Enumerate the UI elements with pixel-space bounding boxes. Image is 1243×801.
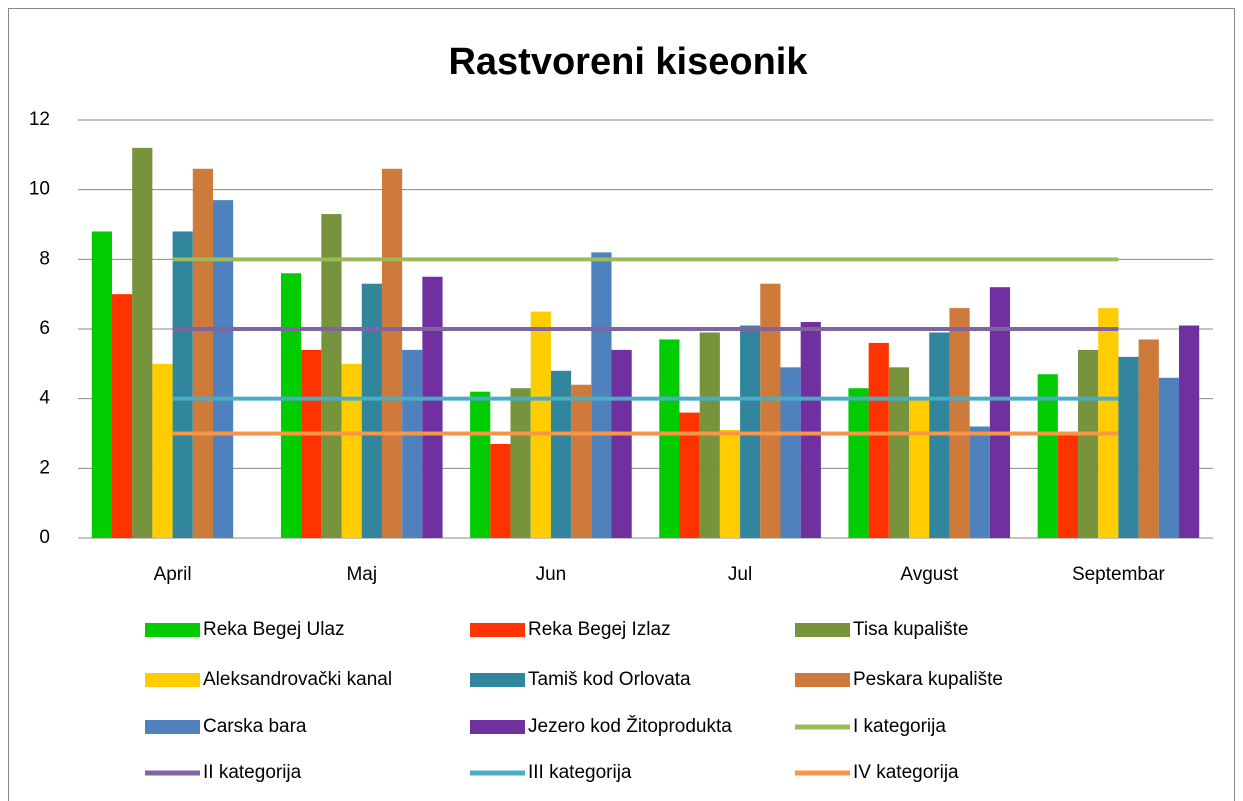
bar — [1098, 308, 1119, 538]
bar — [530, 311, 551, 538]
bar — [361, 283, 382, 538]
legend-label: Peskara kupalište — [853, 669, 1003, 690]
legend-label: II kategorija — [203, 762, 302, 783]
bar — [152, 363, 173, 538]
bar — [91, 231, 112, 538]
bar — [470, 391, 491, 538]
bar — [719, 430, 741, 538]
bar — [510, 388, 531, 538]
bar — [800, 322, 821, 538]
bar — [868, 342, 889, 538]
legend-swatch — [795, 623, 850, 637]
bar — [989, 287, 1011, 538]
bar — [422, 276, 443, 538]
bar — [550, 370, 572, 538]
legend-swatch — [145, 720, 200, 734]
legend-label: Tamiš kod Orlovata — [528, 669, 691, 690]
y-tick-label: 8 — [39, 248, 50, 269]
legend-swatch — [145, 623, 200, 637]
bar — [969, 426, 990, 538]
y-tick-label: 4 — [39, 388, 50, 409]
bar — [679, 412, 700, 538]
bar — [1037, 374, 1058, 538]
x-tick-label: April — [154, 564, 192, 585]
y-tick-label: 10 — [29, 179, 50, 200]
y-tick-label: 2 — [39, 457, 50, 478]
chart-title: Rastvoreni kiseonik — [448, 41, 808, 83]
bar — [381, 168, 403, 538]
bar — [611, 349, 632, 538]
bar — [659, 339, 680, 538]
bar — [848, 388, 869, 538]
legend-label: IV kategorija — [853, 762, 959, 783]
bar — [1118, 356, 1139, 538]
legend-swatch — [145, 673, 200, 687]
x-tick-label: Maj — [346, 564, 377, 585]
bar — [1138, 339, 1159, 538]
bar — [1078, 349, 1099, 538]
bar — [571, 384, 592, 538]
bar — [321, 214, 342, 539]
legend-swatch — [470, 673, 525, 687]
bar — [1057, 433, 1079, 538]
x-tick-label: Avgust — [900, 564, 958, 585]
bar — [888, 367, 910, 538]
bar — [780, 367, 801, 538]
x-tick-label: Septembar — [1072, 564, 1166, 585]
legend-swatch — [470, 623, 525, 637]
bar — [111, 294, 133, 538]
legend-swatch — [795, 673, 850, 687]
x-tick-label: Jul — [728, 564, 752, 585]
bar — [1179, 325, 1200, 538]
bar — [212, 200, 234, 538]
legend-label: I kategorija — [853, 716, 946, 737]
bar — [402, 349, 423, 538]
bar — [301, 349, 322, 538]
legend-label: Reka Begej Ulaz — [203, 619, 345, 640]
bar — [490, 443, 511, 538]
bar — [760, 283, 781, 538]
legend-label: III kategorija — [528, 762, 632, 783]
bar — [172, 231, 193, 538]
legend-swatch — [470, 720, 525, 734]
bar — [132, 147, 153, 538]
x-tick-label: Jun — [536, 564, 567, 585]
legend-label: Carska bara — [203, 716, 307, 737]
y-tick-label: 12 — [29, 109, 50, 130]
y-tick-label: 6 — [39, 318, 50, 339]
bar — [909, 398, 930, 538]
bar — [280, 273, 302, 538]
bar — [341, 363, 362, 538]
bar — [192, 168, 213, 538]
legend-label: Aleksandrovački kanal — [203, 669, 392, 690]
legend-label: Reka Begej Izlaz — [528, 619, 671, 640]
bar — [1158, 377, 1180, 538]
bar — [949, 308, 970, 538]
y-tick-label: 0 — [39, 527, 50, 548]
legend-label: Tisa kupalište — [853, 619, 968, 640]
bar — [591, 252, 612, 538]
legend-label: Jezero kod Žitoprodukta — [528, 715, 732, 737]
